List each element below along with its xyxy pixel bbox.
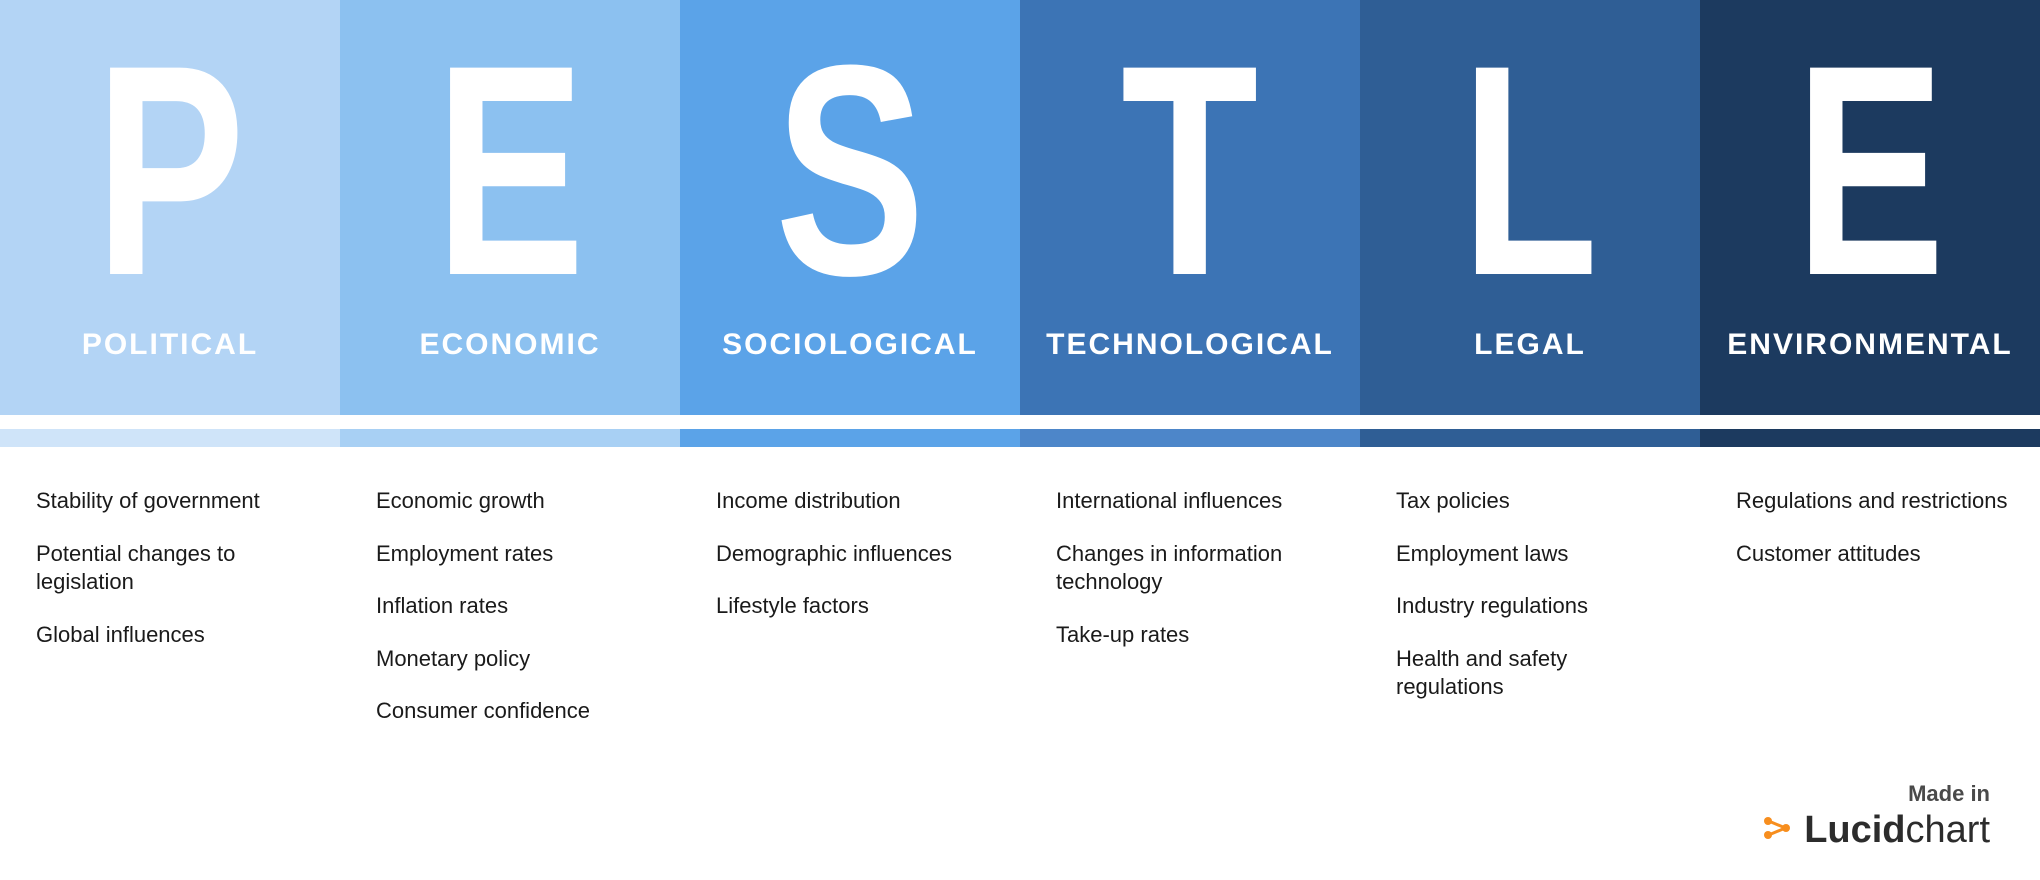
column-letter: P — [95, 20, 245, 320]
column-items: Economic growth Employment rates Inflation… — [340, 447, 680, 726]
column-accent-bar — [680, 429, 1020, 447]
attribution-prefix: Made in — [1760, 781, 1990, 807]
pestle-column: LLEGAL Tax policies Employment laws Industr… — [1360, 0, 1700, 750]
column-header: LLEGAL — [1360, 0, 1700, 415]
column-item: Tax policies — [1396, 487, 1676, 516]
attribution-brand-name: Lucidchart — [1804, 809, 1990, 852]
column-item: Employment laws — [1396, 540, 1676, 569]
column-items: Stability of government Potential changes… — [0, 447, 340, 649]
column-item: Industry regulations — [1396, 592, 1676, 621]
column-item: Regulations and restrictions — [1736, 487, 2016, 516]
attribution-brand-line: Lucidchart — [1760, 809, 1990, 852]
column-accent-bar — [1020, 429, 1360, 447]
column-item: Consumer confidence — [376, 697, 656, 726]
pestle-header-row: PPOLITICAL Stability of government Potenti… — [0, 0, 2040, 750]
column-item: Lifestyle factors — [716, 592, 996, 621]
column-item: Employment rates — [376, 540, 656, 569]
column-items: International influences Changes in infor… — [1020, 447, 1360, 649]
column-accent-bar — [1700, 429, 2040, 447]
column-letter: E — [435, 20, 585, 320]
column-items: Tax policies Employment laws Industry regu… — [1360, 447, 1700, 702]
column-item: Economic growth — [376, 487, 656, 516]
column-accent-bar — [0, 429, 340, 447]
column-header: EENVIRONMENTAL — [1700, 0, 2040, 415]
pestle-column: PPOLITICAL Stability of government Potenti… — [0, 0, 340, 750]
column-header: EECONOMIC — [340, 0, 680, 415]
column-letter: E — [1795, 20, 1945, 320]
column-letter: S — [775, 20, 925, 320]
column-letter: T — [1121, 20, 1258, 320]
column-header: TTECHNOLOGICAL — [1020, 0, 1360, 415]
column-item: Health and safety regulations — [1396, 645, 1676, 702]
column-item: Customer attitudes — [1736, 540, 2016, 569]
column-letter: L — [1461, 20, 1598, 320]
column-header: SSOCIOLOGICAL — [680, 0, 1020, 415]
column-header: PPOLITICAL — [0, 0, 340, 415]
pestle-column: EECONOMIC Economic growth Employment rates… — [340, 0, 680, 750]
column-item: Global influences — [36, 621, 316, 650]
column-item: International influences — [1056, 487, 1336, 516]
attribution-brand-bold: Lucid — [1804, 809, 1905, 851]
column-accent-bar — [1360, 429, 1700, 447]
column-item: Take-up rates — [1056, 621, 1336, 650]
pestle-column: EENVIRONMENTAL Regulations and restrictio… — [1700, 0, 2040, 750]
pestle-column: SSOCIOLOGICAL Income distribution Demograp… — [680, 0, 1020, 750]
column-item: Monetary policy — [376, 645, 656, 674]
column-item: Demographic influences — [716, 540, 996, 569]
pestle-column: TTECHNOLOGICAL International influences Ch… — [1020, 0, 1360, 750]
lucidchart-icon — [1760, 811, 1794, 850]
column-accent-bar — [340, 429, 680, 447]
column-item: Inflation rates — [376, 592, 656, 621]
column-item: Income distribution — [716, 487, 996, 516]
column-items: Income distribution Demographic influence… — [680, 447, 1020, 621]
column-item: Changes in information technology — [1056, 540, 1336, 597]
column-item: Stability of government — [36, 487, 316, 516]
attribution-brand-light: chart — [1906, 809, 1990, 851]
column-item: Potential changes to legislation — [36, 540, 316, 597]
attribution-block: Made in Lucidchart — [1760, 781, 1990, 852]
column-items: Regulations and restrictions Customer att… — [1700, 447, 2040, 568]
